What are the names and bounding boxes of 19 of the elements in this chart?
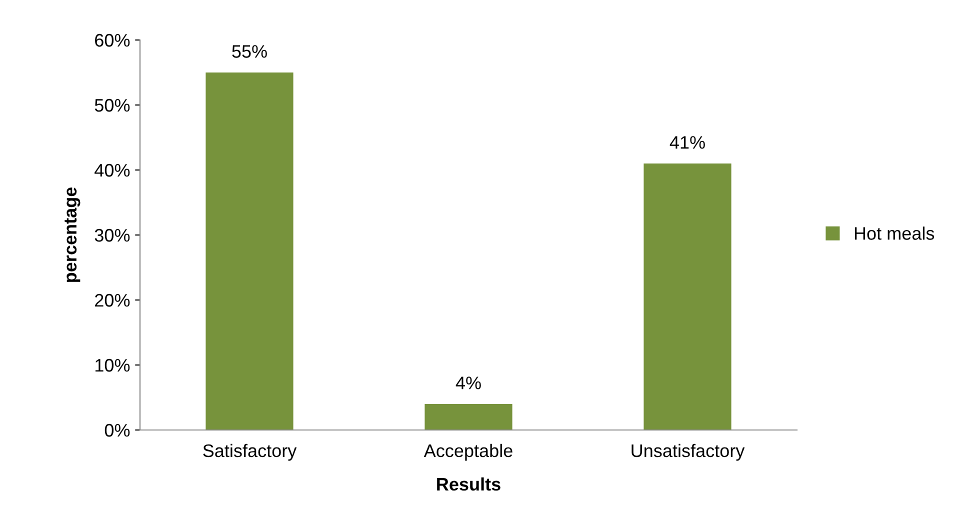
data-label: 55% — [232, 45, 267, 58]
x-tick-label: Satisfactory — [203, 444, 297, 461]
y-tick-label: 30% — [94, 228, 130, 242]
y-tick-label: 10% — [96, 358, 130, 372]
y-tick-label: 20% — [95, 294, 130, 307]
y-tick-label: 40% — [94, 164, 130, 177]
x-tick-label: Acceptable — [424, 444, 512, 461]
data-label: 41% — [670, 136, 705, 149]
y-tick-label: 50% — [94, 98, 130, 112]
legend-label: Hot meals — [854, 226, 934, 240]
bar — [644, 164, 732, 430]
bar — [424, 404, 512, 430]
x-axis-title: Results — [437, 477, 500, 491]
y-tick-label: 0% — [104, 424, 130, 437]
y-axis-title: percentage — [64, 187, 80, 282]
y-tick-label: 60% — [95, 34, 130, 47]
data-label: 4% — [456, 376, 481, 390]
bar — [206, 72, 294, 430]
x-tick-label: Unsatisfactory — [632, 444, 745, 461]
